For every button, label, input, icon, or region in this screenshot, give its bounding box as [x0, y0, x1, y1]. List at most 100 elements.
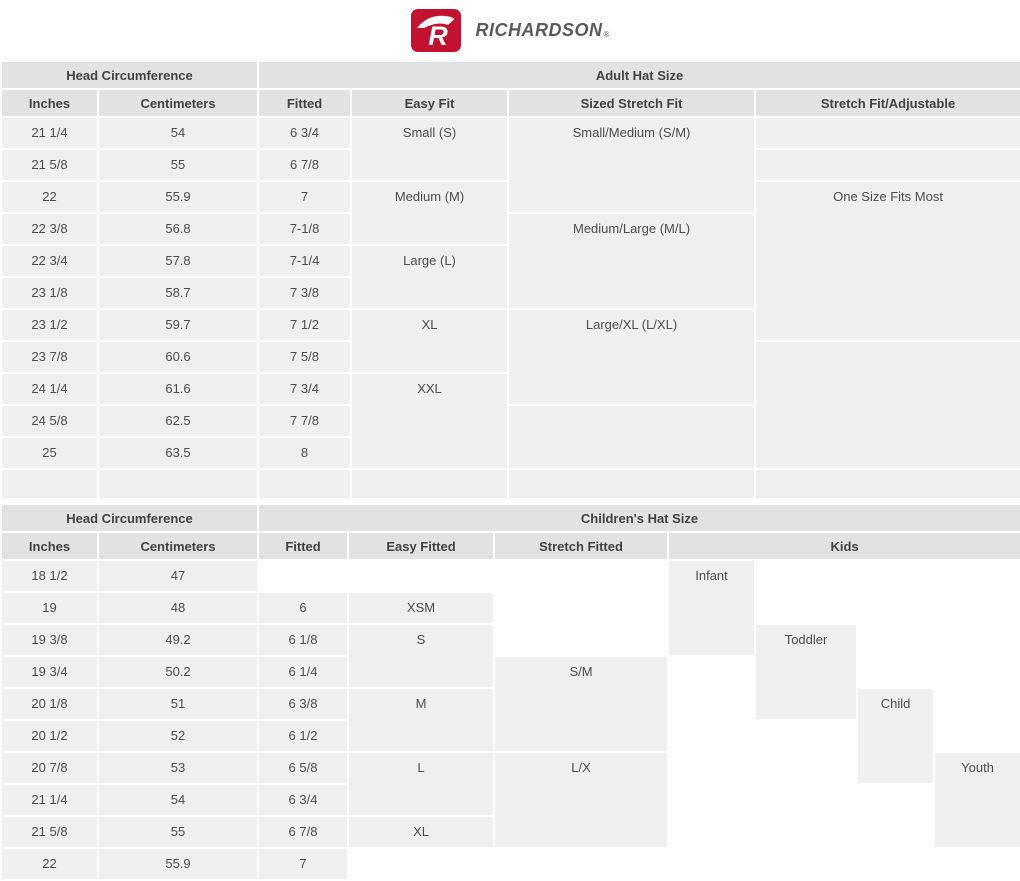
- adult-stretch-adjustable-cell: [754, 468, 1020, 500]
- adult-group-header-adult-hat-size: Adult Hat Size: [257, 60, 1020, 90]
- adult-inches-cell: 24 5/8: [0, 404, 99, 438]
- adult-fitted-cell: 7 3/8: [257, 276, 353, 310]
- children-col-header-stretch-fitted: Stretch Fitted: [493, 531, 670, 561]
- children-fitted-cell: 7: [257, 847, 350, 881]
- children-size-table: Head Circumference Children's Hat Size I…: [0, 503, 1020, 881]
- children-column-header-row: Inches Centimeters Fitted Easy Fitted St…: [0, 531, 1020, 561]
- table-row: 23 7/8 60.6 7 5/8: [0, 340, 1020, 470]
- children-group-header-head-circumference: Head Circumference: [0, 503, 260, 533]
- table-row: 19 3/8 49.2 6 1/8 S Toddler: [0, 623, 1020, 721]
- adult-col-header-stretch-fit-adjustable: Stretch Fit/Adjustable: [754, 88, 1020, 118]
- adult-fitted-cell: 8: [257, 436, 353, 470]
- adult-inches-cell: 22 3/4: [0, 244, 99, 278]
- children-col-header-inches: Inches: [0, 531, 99, 561]
- adult-col-header-fitted: Fitted: [257, 88, 353, 118]
- adult-easy-fit-cell: Small (S): [350, 116, 510, 182]
- adult-easy-fit-cell: [350, 468, 510, 500]
- children-kids-youth-cell: Youth: [933, 751, 1020, 849]
- children-stretch-fitted-cell: [493, 847, 670, 881]
- table-row: 20 7/8 53 6 5/8 L L/X Youth: [0, 751, 1020, 849]
- svg-text:R: R: [428, 21, 448, 51]
- children-fitted-cell: 6 3/4: [257, 783, 350, 817]
- children-inches-cell: 21 1/4: [0, 783, 99, 817]
- adult-stretch-adjustable-cell: [754, 148, 1020, 182]
- children-stretch-fitted-cell: S/M: [493, 655, 670, 753]
- children-kids-cell: [856, 783, 936, 881]
- children-fitted-cell: 6 5/8: [257, 751, 350, 785]
- adult-fitted-cell: 7 5/8: [257, 340, 353, 374]
- adult-inches-cell: 25: [0, 436, 99, 470]
- registered-mark: ®: [603, 30, 610, 39]
- table-row: 19 48 6 XSM: [0, 591, 1020, 625]
- adult-inches-cell: 23 1/2: [0, 308, 99, 342]
- children-fitted-cell: 6 3/8: [257, 687, 350, 721]
- children-kids-toddler-cell: Toddler: [754, 623, 859, 721]
- adult-column-header-row: Inches Centimeters Fitted Easy Fit Sized…: [0, 88, 1020, 118]
- adult-sized-stretch-cell: [507, 468, 757, 500]
- table-row: 22 55.9 7 Medium (M) One Size Fits Most: [0, 180, 1020, 342]
- adult-inches-cell: 23 7/8: [0, 340, 99, 374]
- adult-inches-cell: 21 5/8: [0, 148, 99, 182]
- children-group-header-row: Head Circumference Children's Hat Size: [0, 503, 1020, 533]
- children-inches-cell: 20 7/8: [0, 751, 99, 785]
- adult-col-header-inches: Inches: [0, 88, 99, 118]
- children-fitted-cell: 6: [257, 591, 350, 625]
- children-col-header-fitted: Fitted: [257, 531, 350, 561]
- table-row: 22 3/8 56.8 7-1/8 Medium/Large (M/L): [0, 212, 1020, 310]
- richardson-logo-icon: R: [410, 8, 461, 52]
- adult-centimeters-cell: 55.9: [96, 180, 260, 214]
- children-easy-fitted-cell: M: [347, 687, 496, 753]
- brand-name: RICHARDSON: [475, 20, 603, 40]
- children-centimeters-cell: 50.2: [96, 655, 260, 689]
- adult-inches-cell: 21 1/4: [0, 116, 99, 150]
- table-row: [0, 468, 1020, 500]
- children-kids-child-cell: Child: [856, 687, 936, 785]
- children-inches-cell: 21 5/8: [0, 815, 99, 849]
- table-row: 21 1/4 54 6 3/4: [0, 783, 1020, 881]
- children-centimeters-cell: 48: [96, 591, 260, 625]
- children-easy-fitted-cell: L: [347, 751, 496, 817]
- adult-centimeters-cell: 57.8: [96, 244, 260, 278]
- adult-col-header-sized-stretch-fit: Sized Stretch Fit: [507, 88, 757, 118]
- children-easy-fitted-cell: [347, 559, 496, 593]
- children-col-header-kids: Kids: [667, 531, 1020, 561]
- children-easy-fitted-cell: S: [347, 623, 496, 689]
- adult-col-header-centimeters: Centimeters: [96, 88, 260, 118]
- children-inches-cell: 22: [0, 847, 99, 881]
- children-fitted-cell: 6 1/4: [257, 655, 350, 689]
- children-fitted-cell: 6 7/8: [257, 815, 350, 849]
- children-easy-fitted-cell: [347, 847, 496, 881]
- adult-centimeters-cell: 59.7: [96, 308, 260, 342]
- adult-centimeters-cell: 56.8: [96, 212, 260, 246]
- table-row: 24 1/4 61.6 7 3/4 XXL: [0, 372, 1020, 470]
- table-row: 21 5/8 55 6 7/8: [0, 148, 1020, 182]
- children-inches-cell: 20 1/2: [0, 719, 99, 753]
- adult-stretch-adjustable-cell: [754, 340, 1020, 470]
- table-row: 21 1/4 54 6 3/4 Small (S) Small/Medium (…: [0, 116, 1020, 214]
- adult-sized-stretch-cell: Small/Medium (S/M): [507, 116, 757, 214]
- adult-group-header-row: Head Circumference Adult Hat Size: [0, 60, 1020, 90]
- table-row: 18 1/2 47 Infant: [0, 559, 1020, 753]
- adult-fitted-cell: 7-1/4: [257, 244, 353, 278]
- children-col-header-centimeters: Centimeters: [96, 531, 260, 561]
- children-kids-cell: [667, 655, 757, 881]
- adult-sized-stretch-cell: Medium/Large (M/L): [507, 212, 757, 310]
- children-inches-cell: 19 3/4: [0, 655, 99, 689]
- table-row: 23 1/8 58.7 7 3/8: [0, 276, 1020, 310]
- children-stretch-fitted-cell: L/X: [493, 751, 670, 849]
- adult-centimeters-cell: 60.6: [96, 340, 260, 374]
- adult-fitted-cell: 7 3/4: [257, 372, 353, 406]
- children-fitted-cell: 6 1/8: [257, 623, 350, 657]
- table-row: 19 3/4 50.2 6 1/4 S/M: [0, 655, 1020, 881]
- adult-inches-cell: 22: [0, 180, 99, 214]
- adult-centimeters-cell: 54: [96, 116, 260, 150]
- adult-sized-stretch-cell: Large/XL (L/XL): [507, 308, 757, 406]
- children-inches-cell: 19: [0, 591, 99, 625]
- children-centimeters-cell: 54: [96, 783, 260, 817]
- adult-fitted-cell: 7 1/2: [257, 308, 353, 342]
- adult-easy-fit-cell: Large (L): [350, 244, 510, 310]
- children-kids-infant-cell: Infant: [667, 559, 757, 657]
- adult-centimeters-cell: 55: [96, 148, 260, 182]
- adult-fitted-cell: 7-1/8: [257, 212, 353, 246]
- adult-centimeters-cell: 63.5: [96, 436, 260, 470]
